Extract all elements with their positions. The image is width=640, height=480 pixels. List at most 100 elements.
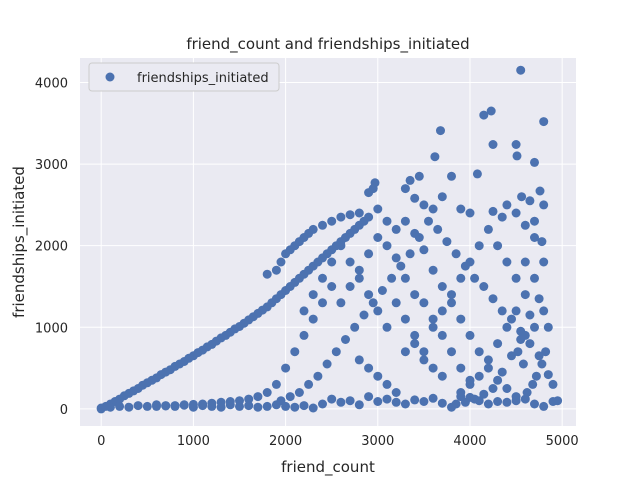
scatter-point [345, 257, 355, 267]
scatter-point [483, 363, 493, 373]
scatter-point [387, 273, 397, 283]
scatter-point [465, 375, 475, 385]
scatter-point [530, 399, 539, 409]
scatter-point [308, 403, 318, 413]
scatter-point [336, 241, 346, 251]
scatter-point [400, 184, 410, 194]
scatter-point [530, 322, 539, 332]
scatter-point [299, 306, 309, 316]
scatter-point [308, 224, 318, 234]
scatter-point [530, 233, 539, 242]
y-tick-label: 1000 [35, 321, 68, 336]
scatter-point [345, 282, 355, 291]
scatter-point [437, 330, 447, 340]
scatter-point [341, 335, 350, 344]
scatter-point [400, 314, 410, 324]
scatter-point [528, 379, 538, 389]
scatter-point [513, 347, 523, 357]
scatter-point [428, 265, 438, 275]
scatter-point [400, 273, 410, 283]
scatter-point [479, 389, 489, 399]
scatter-point [354, 355, 364, 365]
y-tick-label: 4000 [35, 76, 68, 91]
scatter-point [382, 379, 392, 389]
x-tick-label: 4000 [453, 434, 486, 449]
scatter-point [354, 208, 364, 218]
scatter-point [483, 355, 493, 365]
scatter-point [373, 233, 383, 242]
scatter-point [262, 401, 272, 411]
scatter-point [437, 306, 447, 316]
scatter-point [105, 402, 115, 412]
scatter-point [170, 401, 180, 411]
scatter-point [433, 224, 443, 234]
x-tick-label: 0 [97, 434, 105, 449]
scatter-point [262, 388, 272, 397]
scatter-point [502, 322, 512, 332]
scatter-point [382, 216, 392, 226]
scatter-point [502, 397, 512, 407]
scatter-point [299, 401, 309, 411]
y-tick-label: 0 [60, 403, 68, 418]
scatter-point [486, 106, 496, 116]
scatter-point [318, 298, 327, 308]
scatter-point [370, 178, 380, 188]
scatter-point [465, 208, 475, 218]
scatter-point [336, 212, 346, 222]
scatter-point [451, 399, 461, 409]
legend-marker [105, 72, 115, 82]
scatter-point [304, 379, 314, 389]
scatter-point [539, 257, 549, 267]
y-tick-label: 3000 [35, 158, 68, 173]
scatter-point [364, 392, 374, 402]
scatter-point [428, 204, 438, 214]
scatter-point [502, 200, 512, 210]
scatter-point [253, 402, 263, 412]
scatter-point [235, 396, 244, 406]
scatter-point [294, 388, 304, 397]
scatter-point [436, 126, 445, 136]
scatter-point [548, 379, 558, 389]
scatter-point [516, 65, 526, 75]
scatter-point [179, 400, 189, 410]
scatter-point [318, 399, 327, 409]
scatter-point [470, 273, 480, 283]
scatter-point [188, 399, 198, 409]
legend-box [88, 62, 280, 92]
scatter-point [497, 306, 507, 316]
scatter-point [474, 347, 484, 357]
scatter-point [520, 330, 530, 340]
scatter-point [142, 401, 152, 411]
scatter-point [281, 363, 291, 373]
scatter-point [502, 257, 512, 267]
scatter-point [299, 330, 309, 340]
scatter-point [456, 314, 466, 324]
scatter-point [285, 392, 295, 402]
scatter-point [447, 347, 456, 357]
scatter-point [359, 310, 369, 320]
scatter-point [535, 186, 545, 196]
scatter-point [474, 241, 484, 251]
scatter-point [419, 245, 429, 255]
scatter-point [400, 216, 410, 226]
scatter-point [290, 402, 300, 412]
scatter-point [336, 298, 346, 308]
scatter-point [244, 401, 254, 411]
scatter-point [534, 351, 544, 361]
scatter-point [493, 397, 503, 406]
scatter-point [456, 204, 466, 214]
scatter-point [244, 394, 254, 404]
scatter-point [318, 220, 327, 230]
legend-label: friendships_initiated [137, 71, 269, 86]
scatter-point [537, 237, 547, 247]
scatter-point [271, 379, 281, 389]
scatter-point [525, 310, 535, 320]
scatter-points [96, 65, 563, 414]
scatter-point [322, 359, 332, 369]
scatter-point [198, 399, 208, 409]
scatter-point [331, 347, 341, 357]
scatter-point [350, 322, 360, 332]
scatter-point [522, 388, 532, 397]
scatter-point [400, 399, 410, 409]
scatter-point [518, 359, 528, 369]
